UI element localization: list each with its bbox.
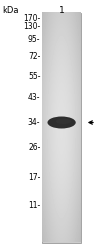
Text: 1: 1 <box>59 6 64 15</box>
Bar <box>42 12 81 242</box>
Text: 34-: 34- <box>28 118 40 127</box>
Text: 43-: 43- <box>28 93 40 102</box>
Text: 72-: 72- <box>28 52 40 61</box>
Text: 11-: 11- <box>28 200 40 209</box>
Text: 55-: 55- <box>28 72 40 81</box>
Text: kDa: kDa <box>2 6 18 15</box>
Ellipse shape <box>56 118 71 124</box>
Text: 26-: 26- <box>28 143 40 152</box>
Text: 95-: 95- <box>28 36 40 44</box>
Ellipse shape <box>47 116 76 128</box>
Text: 17-: 17- <box>28 173 40 182</box>
Text: 130-: 130- <box>23 22 40 31</box>
Text: 170-: 170- <box>23 14 40 23</box>
